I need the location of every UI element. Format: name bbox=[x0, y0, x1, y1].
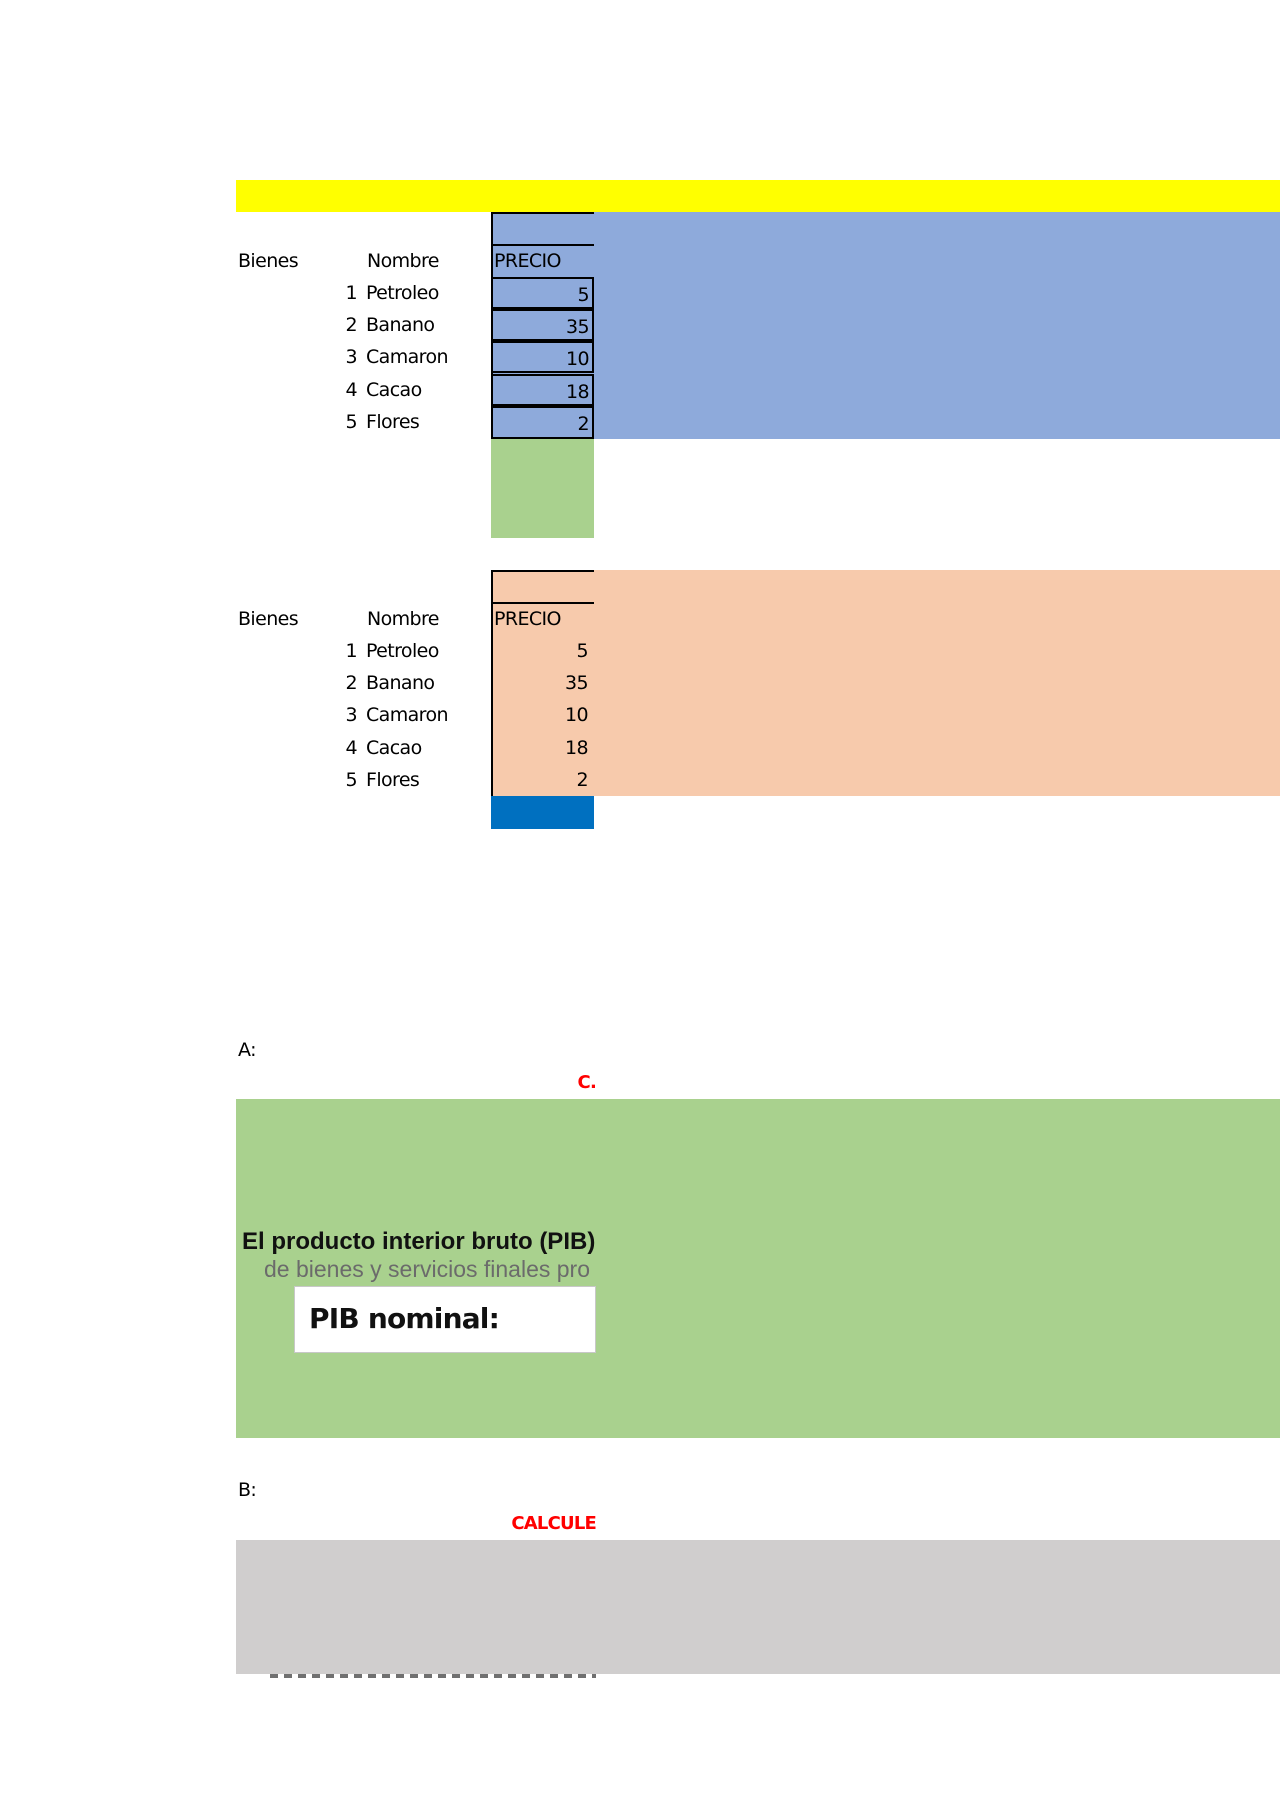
title-band bbox=[236, 180, 1280, 212]
header-bienes: Bienes bbox=[238, 608, 299, 630]
row-name: Camaron bbox=[366, 704, 449, 726]
section-a-panel: El producto interior bruto (PIB) de bien… bbox=[236, 1099, 1280, 1438]
header-border-top bbox=[491, 212, 594, 214]
row-index: 4 bbox=[345, 379, 358, 401]
row-name: Flores bbox=[366, 411, 420, 433]
section-b-label: B: bbox=[238, 1479, 257, 1501]
total-cell-blue[interactable] bbox=[491, 796, 594, 829]
section-b-panel bbox=[236, 1540, 1280, 1674]
header-divider bbox=[491, 602, 594, 604]
price-cell[interactable]: 10 bbox=[565, 704, 589, 726]
row-name: Banano bbox=[366, 314, 435, 336]
price-cell[interactable]: 18 bbox=[565, 737, 589, 759]
section-b-instruction-cell: CALCULE bbox=[480, 1510, 596, 1538]
header-nombre: Nombre bbox=[367, 608, 439, 630]
row-name: Camaron bbox=[366, 346, 449, 368]
definition-subtitle-cell: de bienes y servicios finales pro bbox=[236, 1255, 596, 1283]
row-index: 2 bbox=[345, 672, 358, 694]
header-bienes: Bienes bbox=[238, 250, 299, 272]
price-cell[interactable]: 35 bbox=[565, 672, 589, 694]
row-index: 1 bbox=[345, 640, 358, 662]
section-a-instruction-cell: C. bbox=[560, 1070, 596, 1096]
row-name: Petroleo bbox=[366, 282, 439, 304]
section-b-instruction: CALCULE bbox=[511, 1513, 596, 1534]
definition-title: El producto interior bruto (PIB) bbox=[242, 1228, 596, 1255]
row-index: 3 bbox=[345, 704, 358, 726]
price-table-panel-bottom bbox=[491, 570, 1280, 796]
price-column-left-border bbox=[491, 570, 493, 796]
section-b-clipped-text bbox=[270, 1674, 596, 1678]
row-index: 2 bbox=[345, 314, 358, 336]
price-cell[interactable]: 2 bbox=[491, 406, 594, 439]
row-index: 5 bbox=[345, 769, 358, 791]
price-cell[interactable]: 5 bbox=[576, 640, 589, 662]
price-cell[interactable]: 5 bbox=[491, 277, 594, 309]
price-cell[interactable]: 10 bbox=[491, 341, 594, 373]
pib-nominal-box[interactable]: PIB nominal: bbox=[294, 1286, 596, 1353]
definition-title-cell: El producto interior bruto (PIB) bbox=[236, 1227, 596, 1257]
header-border-top bbox=[491, 570, 594, 572]
row-index: 1 bbox=[345, 282, 358, 304]
row-name: Banano bbox=[366, 672, 435, 694]
pib-nominal-label: PIB nominal: bbox=[309, 1302, 500, 1335]
price-table-panel-top bbox=[491, 212, 1280, 439]
section-a-label: A: bbox=[238, 1039, 256, 1061]
row-index: 3 bbox=[345, 346, 358, 368]
header-divider bbox=[491, 244, 594, 246]
price-cell[interactable]: 18 bbox=[491, 374, 594, 406]
section-a-instruction: C. bbox=[577, 1072, 596, 1093]
price-cell[interactable]: 2 bbox=[576, 769, 589, 791]
row-name: Petroleo bbox=[366, 640, 439, 662]
total-cell-green[interactable] bbox=[491, 439, 594, 538]
row-name: Cacao bbox=[366, 379, 422, 401]
price-cell[interactable]: 35 bbox=[491, 309, 594, 341]
header-precio: PRECIO bbox=[494, 250, 561, 272]
row-index: 4 bbox=[345, 737, 358, 759]
header-precio: PRECIO bbox=[494, 608, 561, 630]
definition-subtitle: de bienes y servicios finales pro bbox=[264, 1256, 590, 1282]
row-name: Flores bbox=[366, 769, 420, 791]
header-nombre: Nombre bbox=[367, 250, 439, 272]
row-name: Cacao bbox=[366, 737, 422, 759]
row-index: 5 bbox=[345, 411, 358, 433]
